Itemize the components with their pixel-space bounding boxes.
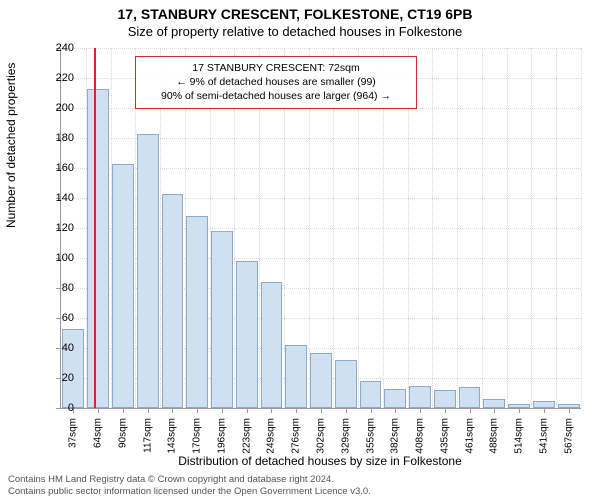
x-tick-label: 488sqm (489, 418, 500, 454)
x-tick-mark (197, 408, 198, 413)
x-tick-label: 90sqm (117, 418, 128, 448)
y-tick-label: 160 (34, 162, 74, 174)
histogram-bar (409, 386, 431, 409)
y-tick-label: 60 (34, 312, 74, 324)
x-tick-mark (247, 408, 248, 413)
x-tick-mark (445, 408, 446, 413)
y-axis-label: Number of detached properties (4, 63, 18, 228)
y-tick-label: 20 (34, 372, 74, 384)
histogram-bar (360, 381, 382, 408)
x-tick-mark (544, 408, 545, 413)
histogram-bar (533, 401, 555, 409)
histogram-bar (261, 282, 283, 408)
x-tick-label: 355sqm (365, 418, 376, 454)
chart-title-2: Size of property relative to detached ho… (0, 24, 590, 39)
histogram-bar (335, 360, 357, 408)
histogram-bar (434, 390, 456, 408)
x-tick-label: 408sqm (415, 418, 426, 454)
y-tick-label: 120 (34, 222, 74, 234)
x-tick-mark (296, 408, 297, 413)
y-tick-label: 180 (34, 132, 74, 144)
y-tick-label: 100 (34, 252, 74, 264)
histogram-bar (236, 261, 258, 408)
annotation-line-3: 90% of semi-detached houses are larger (… (144, 89, 408, 103)
histogram-bar (483, 399, 505, 408)
x-tick-mark (371, 408, 372, 413)
chart-area: 37sqm64sqm90sqm117sqm143sqm170sqm196sqm2… (60, 48, 580, 408)
histogram-bar (162, 194, 184, 409)
y-tick-label: 140 (34, 192, 74, 204)
x-tick-mark (271, 408, 272, 413)
x-tick-label: 249sqm (266, 418, 277, 454)
x-tick-label: 514sqm (514, 418, 525, 454)
histogram-bar (310, 353, 332, 409)
annotation-line-2: ← 9% of detached houses are smaller (99) (144, 75, 408, 89)
x-tick-mark (395, 408, 396, 413)
footer-line-1: Contains HM Land Registry data © Crown c… (8, 474, 371, 486)
gridline-vertical (531, 48, 532, 408)
highlight-marker-line (94, 48, 96, 408)
x-tick-mark (420, 408, 421, 413)
histogram-bar (186, 216, 208, 408)
gridline-vertical (432, 48, 433, 408)
gridline-horizontal (61, 48, 581, 49)
x-tick-label: 435sqm (439, 418, 450, 454)
x-tick-label: 461sqm (464, 418, 475, 454)
histogram-bar (384, 389, 406, 409)
y-tick-label: 40 (34, 342, 74, 354)
x-tick-label: 276sqm (291, 418, 302, 454)
x-tick-label: 143sqm (167, 418, 178, 454)
x-tick-label: 170sqm (192, 418, 203, 454)
x-tick-label: 37sqm (68, 418, 79, 448)
x-tick-mark (569, 408, 570, 413)
x-tick-mark (98, 408, 99, 413)
annotation-box: 17 STANBURY CRESCENT: 72sqm ← 9% of deta… (135, 56, 417, 109)
x-tick-mark (470, 408, 471, 413)
histogram-bar (459, 387, 481, 408)
chart-title-1: 17, STANBURY CRESCENT, FOLKESTONE, CT19 … (0, 6, 590, 22)
y-tick-label: 200 (34, 102, 74, 114)
annotation-line-1: 17 STANBURY CRESCENT: 72sqm (144, 61, 408, 75)
x-tick-mark (148, 408, 149, 413)
histogram-bar (87, 89, 109, 409)
x-tick-label: 64sqm (93, 418, 104, 448)
x-tick-mark (172, 408, 173, 413)
x-tick-label: 117sqm (142, 418, 153, 453)
gridline-vertical (507, 48, 508, 408)
x-tick-mark (346, 408, 347, 413)
x-tick-mark (321, 408, 322, 413)
y-tick-label: 0 (34, 402, 74, 414)
chart-container: 17, STANBURY CRESCENT, FOLKESTONE, CT19 … (0, 0, 600, 500)
footer-line-2: Contains public sector information licen… (8, 486, 371, 498)
gridline-vertical (556, 48, 557, 408)
x-tick-mark (494, 408, 495, 413)
histogram-bar (137, 134, 159, 409)
gridline-vertical (581, 48, 582, 408)
y-tick-label: 240 (34, 42, 74, 54)
x-tick-label: 223sqm (241, 418, 252, 454)
x-tick-mark (123, 408, 124, 413)
x-tick-mark (222, 408, 223, 413)
x-axis-label: Distribution of detached houses by size … (60, 454, 580, 468)
x-tick-label: 567sqm (563, 418, 574, 454)
y-tick-label: 80 (34, 282, 74, 294)
x-tick-label: 302sqm (316, 418, 327, 454)
histogram-bar (285, 345, 307, 408)
gridline-vertical (482, 48, 483, 408)
x-tick-mark (519, 408, 520, 413)
x-tick-label: 329sqm (340, 418, 351, 454)
y-tick-label: 220 (34, 72, 74, 84)
x-tick-label: 196sqm (216, 418, 227, 454)
histogram-bar (62, 329, 84, 409)
footer-attribution: Contains HM Land Registry data © Crown c… (8, 474, 371, 498)
x-tick-label: 541sqm (538, 418, 549, 454)
x-tick-label: 382sqm (390, 418, 401, 454)
gridline-vertical (457, 48, 458, 408)
histogram-bar (112, 164, 134, 409)
histogram-bar (211, 231, 233, 408)
